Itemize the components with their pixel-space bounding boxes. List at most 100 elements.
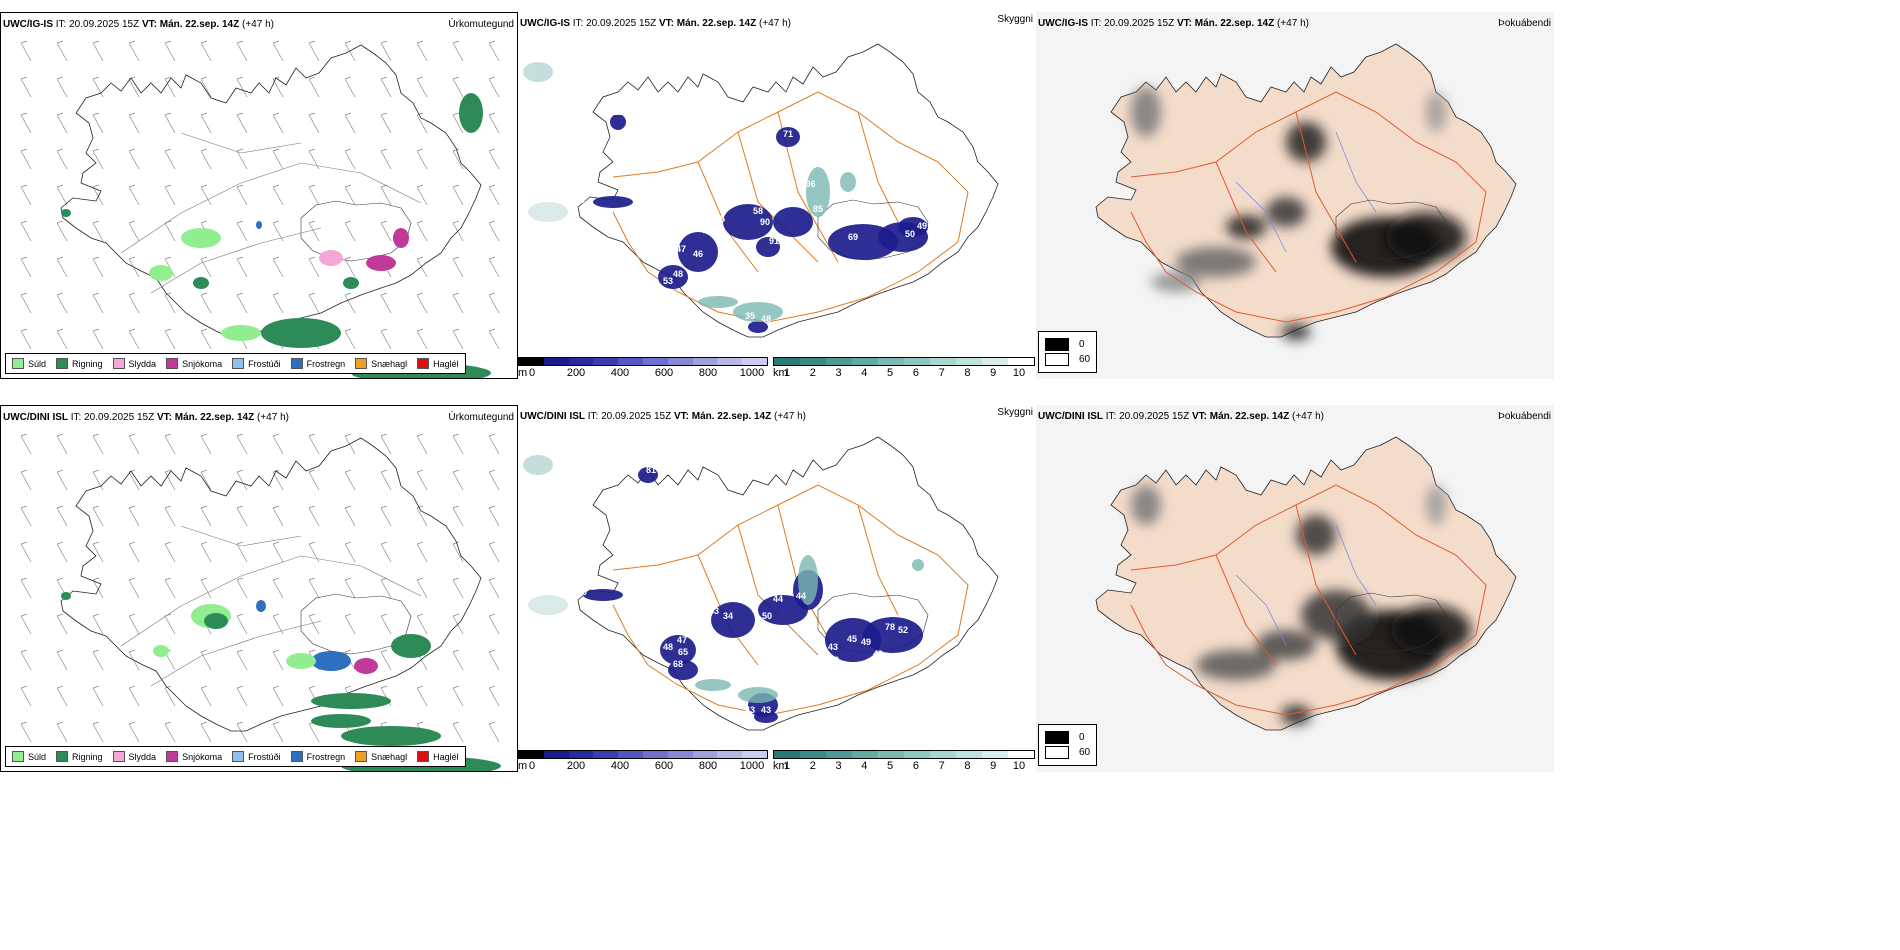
- legend-swatch: [112, 358, 125, 369]
- legend-swatch: [1045, 353, 1069, 366]
- ceiling-visibility-panel-top: 71 45 58 53 90 91 68 69 50 49 46 47 46 48 48 53 29 83 69 35…: [518, 12, 1036, 379]
- panel-type-label: Skyggni: [997, 407, 1033, 418]
- panel-title: UWC/IG-IS IT: 20.09.2025 15Z VT: Mán. 22…: [520, 18, 791, 29]
- visibility-value-label: 68: [673, 659, 683, 669]
- legend-label: Rigning: [72, 358, 103, 369]
- visibility-value-label: 48: [661, 252, 671, 262]
- visibility-value-label: 58: [753, 206, 763, 216]
- scale-unit: m: [518, 367, 528, 379]
- precip-legend-item: Snæhagl: [355, 358, 407, 369]
- legend-swatch: [1045, 338, 1069, 351]
- precip-legend-item: Súld: [12, 751, 46, 762]
- precip-legend-item: Snjókoma: [166, 751, 222, 762]
- visibility-value-label: 43: [828, 642, 838, 652]
- precip-legend-item: Frostregn: [290, 751, 345, 762]
- ceiling-visibility-panel-bottom: 33 34 44 44 50 62 45 78 52 41 49 43 50 48 47 48 43 68 65 30…: [518, 405, 1036, 772]
- visibility-value-label: 48: [673, 269, 683, 279]
- visibility-value-label: 83: [625, 186, 635, 196]
- legend-swatch: [417, 358, 430, 369]
- visibility-value-label: 48: [761, 314, 771, 324]
- legend-label: Haglél: [433, 751, 459, 762]
- visibility-value-label: 43: [745, 705, 755, 715]
- legend-label: Rigning: [72, 751, 103, 762]
- precip-map-top: [20, 40, 500, 378]
- ceiling-scale: m 0 200 400 600 800 1000: [518, 357, 768, 379]
- scale-colorbar: [518, 750, 768, 759]
- visibility-value-label: 69: [819, 257, 829, 267]
- legend-label: Súld: [28, 358, 47, 369]
- visibility-scale: km 1 2 3 4 5 6 7 8 9 10: [773, 750, 1035, 772]
- legend-swatch: [112, 751, 125, 762]
- scale-tick-label: 0: [528, 760, 536, 772]
- scale-tick-label: 0: [528, 367, 536, 379]
- visibility-value-label: 46: [700, 225, 710, 235]
- visibility-value-label: 46: [693, 249, 703, 259]
- fog-panel-bottom: UWC/DINI ISL IT: 20.09.2025 15Z VT: Mán.…: [1036, 405, 1554, 772]
- visibility-value-label: 91: [769, 236, 779, 246]
- visibility-value-label: 29: [575, 195, 585, 205]
- scale-tick-label: 8: [964, 760, 971, 772]
- visibility-value-label: 49: [917, 221, 927, 231]
- visibility-value-label: 78: [885, 622, 895, 632]
- visibility-value-label: 33: [709, 606, 719, 616]
- precip-legend-item: Rigning: [56, 358, 103, 369]
- scale-tick-label: 1000: [739, 760, 765, 772]
- scale-unit: m: [518, 760, 528, 772]
- panel-type-label: Þokuábendi: [1498, 18, 1551, 29]
- visibility-value-label: 68: [831, 214, 841, 224]
- visibility-value-label: 44: [773, 594, 783, 604]
- visibility-value-label: 48: [769, 681, 779, 691]
- visibility-value-label: 52: [898, 625, 908, 635]
- scale-tick-label: 600: [654, 367, 674, 379]
- legend-swatch: [355, 358, 368, 369]
- precip-legend-item: Slydda: [112, 358, 157, 369]
- precip-legend-item: Frostúði: [232, 358, 281, 369]
- scale-unit: km: [773, 760, 788, 772]
- scale-tick-label: 4: [861, 760, 868, 772]
- legend-label: 0: [1079, 339, 1085, 350]
- scale-tick-label: 2: [809, 367, 816, 379]
- fog-legend: 0 60: [1038, 331, 1098, 373]
- scale-tick-label: 800: [698, 760, 718, 772]
- panel-title: UWC/IG-IS IT: 20.09.2025 15Z VT: Mán. 22…: [1038, 18, 1309, 29]
- visibility-value-label: 53: [663, 276, 673, 286]
- scale-tick-label: 200: [566, 760, 586, 772]
- fog-legend: 0 60: [1038, 724, 1098, 766]
- scale-colorbar: [773, 750, 1035, 759]
- precip-type-panel-bottom: UWC/DINI ISL IT: 20.09.2025 15Z VT: Mán.…: [0, 405, 518, 772]
- panel-title: UWC/DINI ISL IT: 20.09.2025 15Z VT: Mán.…: [520, 411, 806, 422]
- visibility-value-label: 48: [873, 649, 883, 659]
- legend-swatch: [290, 751, 303, 762]
- panel-title: UWC/DINI ISL IT: 20.09.2025 15Z VT: Mán.…: [3, 412, 289, 423]
- legend-swatch: [232, 751, 245, 762]
- legend-swatch: [1045, 731, 1069, 744]
- legend-label: Snjókoma: [182, 358, 223, 369]
- panel-type-label: Úrkomutegund: [448, 412, 514, 423]
- visibility-value-label: 62: [831, 605, 841, 615]
- legend-swatch: [166, 751, 179, 762]
- scale-tick-label: 5: [887, 760, 894, 772]
- scale-unit: km: [773, 367, 788, 379]
- fog-map-top: [1036, 12, 1554, 379]
- legend-swatch: [290, 358, 303, 369]
- precip-legend-item: Frostúði: [232, 751, 281, 762]
- legend-label: 0: [1079, 732, 1085, 743]
- ceiling-scale: m 0 200 400 600 800 1000: [518, 750, 768, 772]
- scale-tick-label: 600: [654, 760, 674, 772]
- scale-tick-label: 10: [1012, 367, 1026, 379]
- precip-legend: Súld Rigning Slydda Snjókoma Frostúði Frostre…: [5, 746, 466, 767]
- visibility-value-label: 396: [800, 179, 815, 189]
- visibility-value-label: 35: [745, 311, 755, 321]
- scale-tick-label: 10: [1012, 760, 1026, 772]
- precip-legend-item: Snjókoma: [166, 358, 222, 369]
- scale-tick-label: 200: [566, 367, 586, 379]
- precip-legend-item: Frostregn: [290, 358, 346, 369]
- scale-tick-label: 6: [912, 760, 919, 772]
- legend-swatch: [56, 751, 69, 762]
- visibility-value-label: 43: [761, 705, 771, 715]
- legend-label: Frostregn: [306, 358, 346, 369]
- visibility-value-label: 53: [783, 199, 793, 209]
- visibility-value-label: 57: [869, 259, 879, 269]
- legend-label: Slydda: [128, 358, 157, 369]
